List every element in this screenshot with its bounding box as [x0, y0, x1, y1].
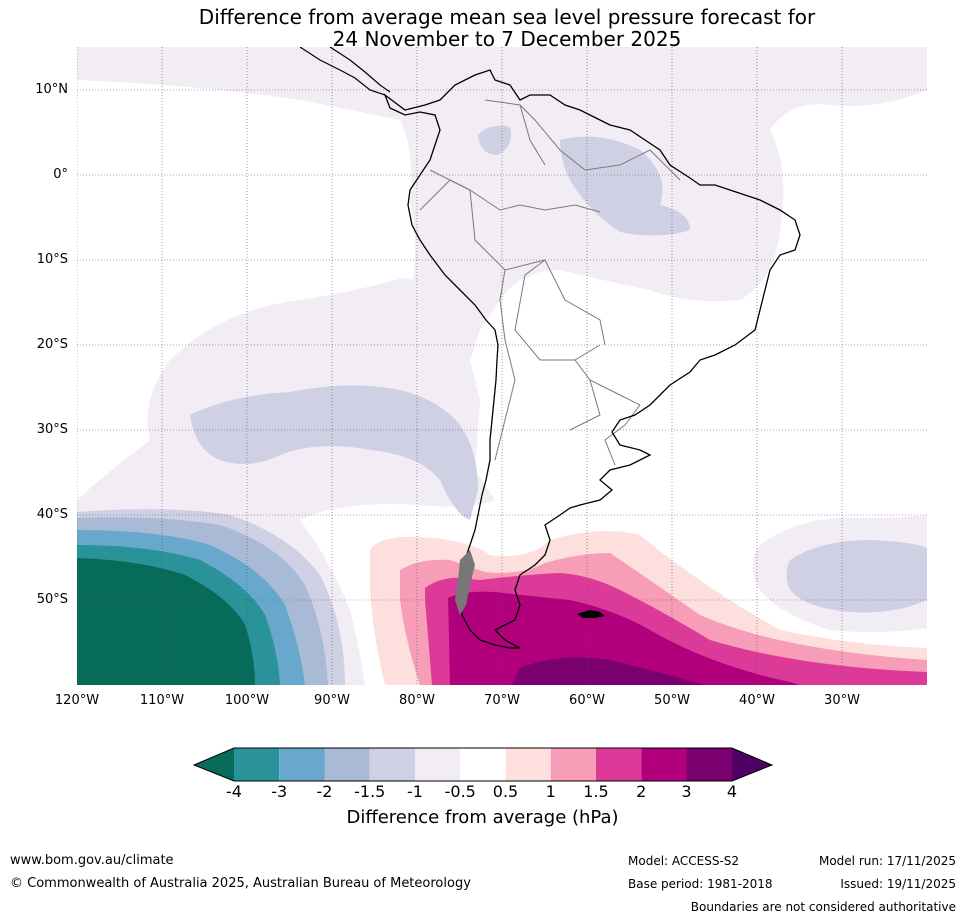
footer-model-run: Model run: 17/11/2025	[818, 854, 956, 868]
lon-label-40w: 40°W	[739, 693, 775, 708]
map-plot-area	[77, 47, 927, 685]
colorbar-tick-label: -0.5	[444, 782, 476, 801]
footer-disclaimer: Boundaries are not considered authoritat…	[690, 900, 956, 914]
contour-pos2	[448, 591, 800, 685]
lon-label-60w: 60°W	[569, 693, 605, 708]
lon-label-120w: 120°W	[54, 693, 100, 708]
contour-below-neg4	[77, 558, 255, 685]
lat-label-20s: 20°S	[36, 337, 68, 352]
colorbar-tick-label: -2	[316, 782, 333, 801]
footer-issued: Issued: 19/11/2025	[840, 877, 956, 891]
lon-label-110w: 110°W	[139, 693, 185, 708]
lon-label-70w: 70°W	[484, 693, 520, 708]
colorbar-tick-label: 2	[636, 782, 647, 801]
lon-label-50w: 50°W	[654, 693, 690, 708]
falkland-islands	[577, 610, 605, 618]
colorbar-tick-label: -3	[271, 782, 288, 801]
colorbar-swatch	[234, 748, 280, 781]
country-borders	[419, 99, 681, 466]
colorbar-swatch	[686, 748, 732, 781]
lat-label-0: 0°	[53, 167, 68, 182]
colorbar-arrow-high	[732, 748, 772, 781]
colorbar-title: Difference from average (hPa)	[346, 807, 619, 828]
colorbar-swatch	[596, 748, 642, 781]
south-america-coastline	[383, 69, 801, 649]
contour-neg1-amazon	[560, 136, 690, 236]
colorbar-tick-label: 4	[726, 782, 738, 801]
colorbar-swatch	[415, 748, 461, 781]
contour-neg1-north	[478, 125, 512, 155]
lon-label-30w: 30°W	[824, 693, 860, 708]
lat-label-10s: 10°S	[36, 252, 68, 267]
colorbar-swatch	[505, 748, 551, 781]
colorbar-outline	[192, 747, 774, 782]
graticule	[77, 47, 927, 685]
lat-label-40s: 40°S	[36, 507, 68, 522]
colorbar-tick-label: 1.5	[583, 782, 609, 801]
lat-label-30s: 30°S	[36, 422, 68, 437]
footer-base-period: Base period: 1981-2018	[628, 877, 773, 891]
contour-pos3	[512, 657, 705, 685]
footer-website: www.bom.gov.au/climate	[10, 853, 174, 868]
colorbar-swatch	[279, 748, 325, 781]
colorbar-tick-label: 0.5	[492, 782, 519, 801]
contour-neg1-atlantic	[786, 540, 927, 613]
colorbar-tick-label: 1	[545, 782, 556, 801]
colorbar-tick-label: -1.5	[354, 782, 386, 801]
chile-islands	[455, 550, 475, 615]
chart-title-line-1: Difference from average mean sea level p…	[198, 5, 816, 29]
colorbar-swatch	[641, 748, 687, 781]
contour-neg1-pacific	[190, 385, 478, 520]
colorbar-swatch	[550, 748, 596, 781]
colorbar-swatch	[324, 748, 370, 781]
colorbar-swatch	[369, 748, 415, 781]
lon-label-90w: 90°W	[314, 693, 350, 708]
colorbar-arrow-low	[194, 748, 234, 781]
colorbar-tick-label: 3	[681, 782, 692, 801]
colorbar-tick-label: -1	[407, 782, 423, 801]
lon-label-80w: 80°W	[399, 693, 435, 708]
chart-title-line-2: 24 November to 7 December 2025	[332, 27, 682, 51]
central-america-coastline	[299, 47, 391, 96]
colorbar-swatch	[460, 748, 506, 781]
lat-label-10n: 10°N	[35, 82, 68, 97]
lat-label-50s: 50°S	[36, 592, 68, 607]
colorbar-tick-label: -4	[226, 782, 242, 801]
footer-model: Model: ACCESS-S2	[628, 854, 740, 868]
footer-copyright: © Commonwealth of Australia 2025, Austra…	[10, 876, 471, 891]
lon-label-100w: 100°W	[224, 693, 270, 708]
